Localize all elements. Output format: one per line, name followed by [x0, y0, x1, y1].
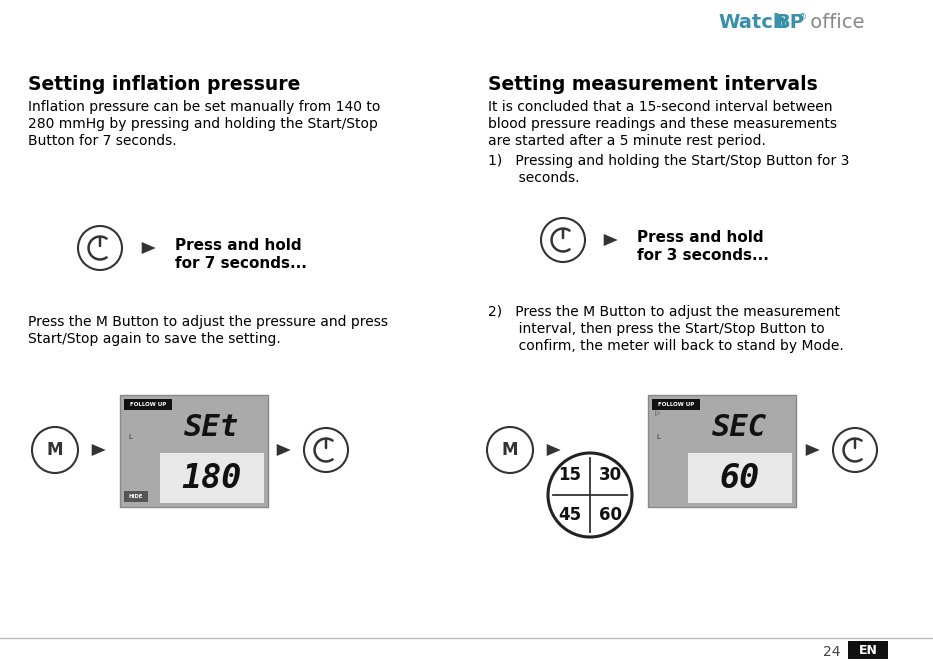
Text: for 7 seconds...: for 7 seconds...: [175, 256, 307, 271]
Text: Setting inflation pressure: Setting inflation pressure: [28, 75, 300, 94]
Text: SEC: SEC: [712, 412, 767, 442]
Polygon shape: [547, 444, 561, 456]
Bar: [648, 395, 796, 507]
Text: M: M: [47, 441, 63, 459]
Text: 15: 15: [558, 466, 581, 484]
Bar: [652, 399, 700, 410]
Text: Button for 7 seconds.: Button for 7 seconds.: [28, 134, 176, 148]
Text: 45: 45: [558, 506, 581, 524]
Polygon shape: [806, 444, 820, 456]
Text: confirm, the meter will back to stand by Mode.: confirm, the meter will back to stand by…: [488, 339, 843, 353]
Text: 24: 24: [823, 645, 840, 659]
Text: M: M: [502, 441, 518, 459]
Text: It is concluded that a 15-second interval between: It is concluded that a 15-second interva…: [488, 100, 832, 114]
Text: L: L: [128, 434, 132, 440]
Text: for 3 seconds...: for 3 seconds...: [637, 248, 769, 263]
Text: Press the M Button to adjust the pressure and press: Press the M Button to adjust the pressur…: [28, 315, 388, 329]
Polygon shape: [142, 242, 156, 254]
Bar: [160, 453, 263, 503]
Text: BP: BP: [775, 13, 804, 32]
Text: FOLLOW UP: FOLLOW UP: [130, 402, 166, 407]
Text: are started after a 5 minute rest period.: are started after a 5 minute rest period…: [488, 134, 766, 148]
Text: 280 mmHg by pressing and holding the Start/Stop: 280 mmHg by pressing and holding the Sta…: [28, 117, 378, 131]
Polygon shape: [277, 444, 291, 456]
Text: FOLLOW UP: FOLLOW UP: [658, 402, 694, 407]
Text: 180: 180: [182, 461, 242, 494]
Text: seconds.: seconds.: [488, 171, 579, 185]
Text: blood pressure readings and these measurements: blood pressure readings and these measur…: [488, 117, 837, 131]
Text: 1)   Pressing and holding the Start/Stop Button for 3: 1) Pressing and holding the Start/Stop B…: [488, 154, 849, 168]
Text: office: office: [804, 13, 865, 32]
Text: Start/Stop again to save the setting.: Start/Stop again to save the setting.: [28, 332, 281, 346]
Bar: [124, 491, 148, 502]
Bar: [848, 641, 888, 659]
Text: Watch: Watch: [718, 13, 787, 32]
Polygon shape: [604, 234, 618, 246]
Text: ▷: ▷: [655, 410, 661, 416]
Text: Setting measurement intervals: Setting measurement intervals: [488, 75, 817, 94]
Bar: [124, 399, 172, 410]
Text: 60: 60: [719, 461, 759, 494]
Text: L: L: [656, 434, 660, 440]
Text: SEt: SEt: [184, 412, 240, 442]
Polygon shape: [91, 444, 105, 456]
Text: Press and hold: Press and hold: [175, 238, 301, 253]
Text: ®: ®: [798, 13, 807, 22]
Text: 30: 30: [599, 466, 621, 484]
Text: HIDE: HIDE: [129, 494, 143, 500]
Text: 60: 60: [599, 506, 621, 524]
Text: Press and hold: Press and hold: [637, 230, 763, 245]
Bar: [688, 453, 791, 503]
Text: Inflation pressure can be set manually from 140 to: Inflation pressure can be set manually f…: [28, 100, 381, 114]
Text: interval, then press the Start/Stop Button to: interval, then press the Start/Stop Butt…: [488, 322, 825, 336]
Text: 2)   Press the M Button to adjust the measurement: 2) Press the M Button to adjust the meas…: [488, 305, 840, 319]
Text: EN: EN: [858, 644, 877, 656]
Bar: [120, 395, 268, 507]
